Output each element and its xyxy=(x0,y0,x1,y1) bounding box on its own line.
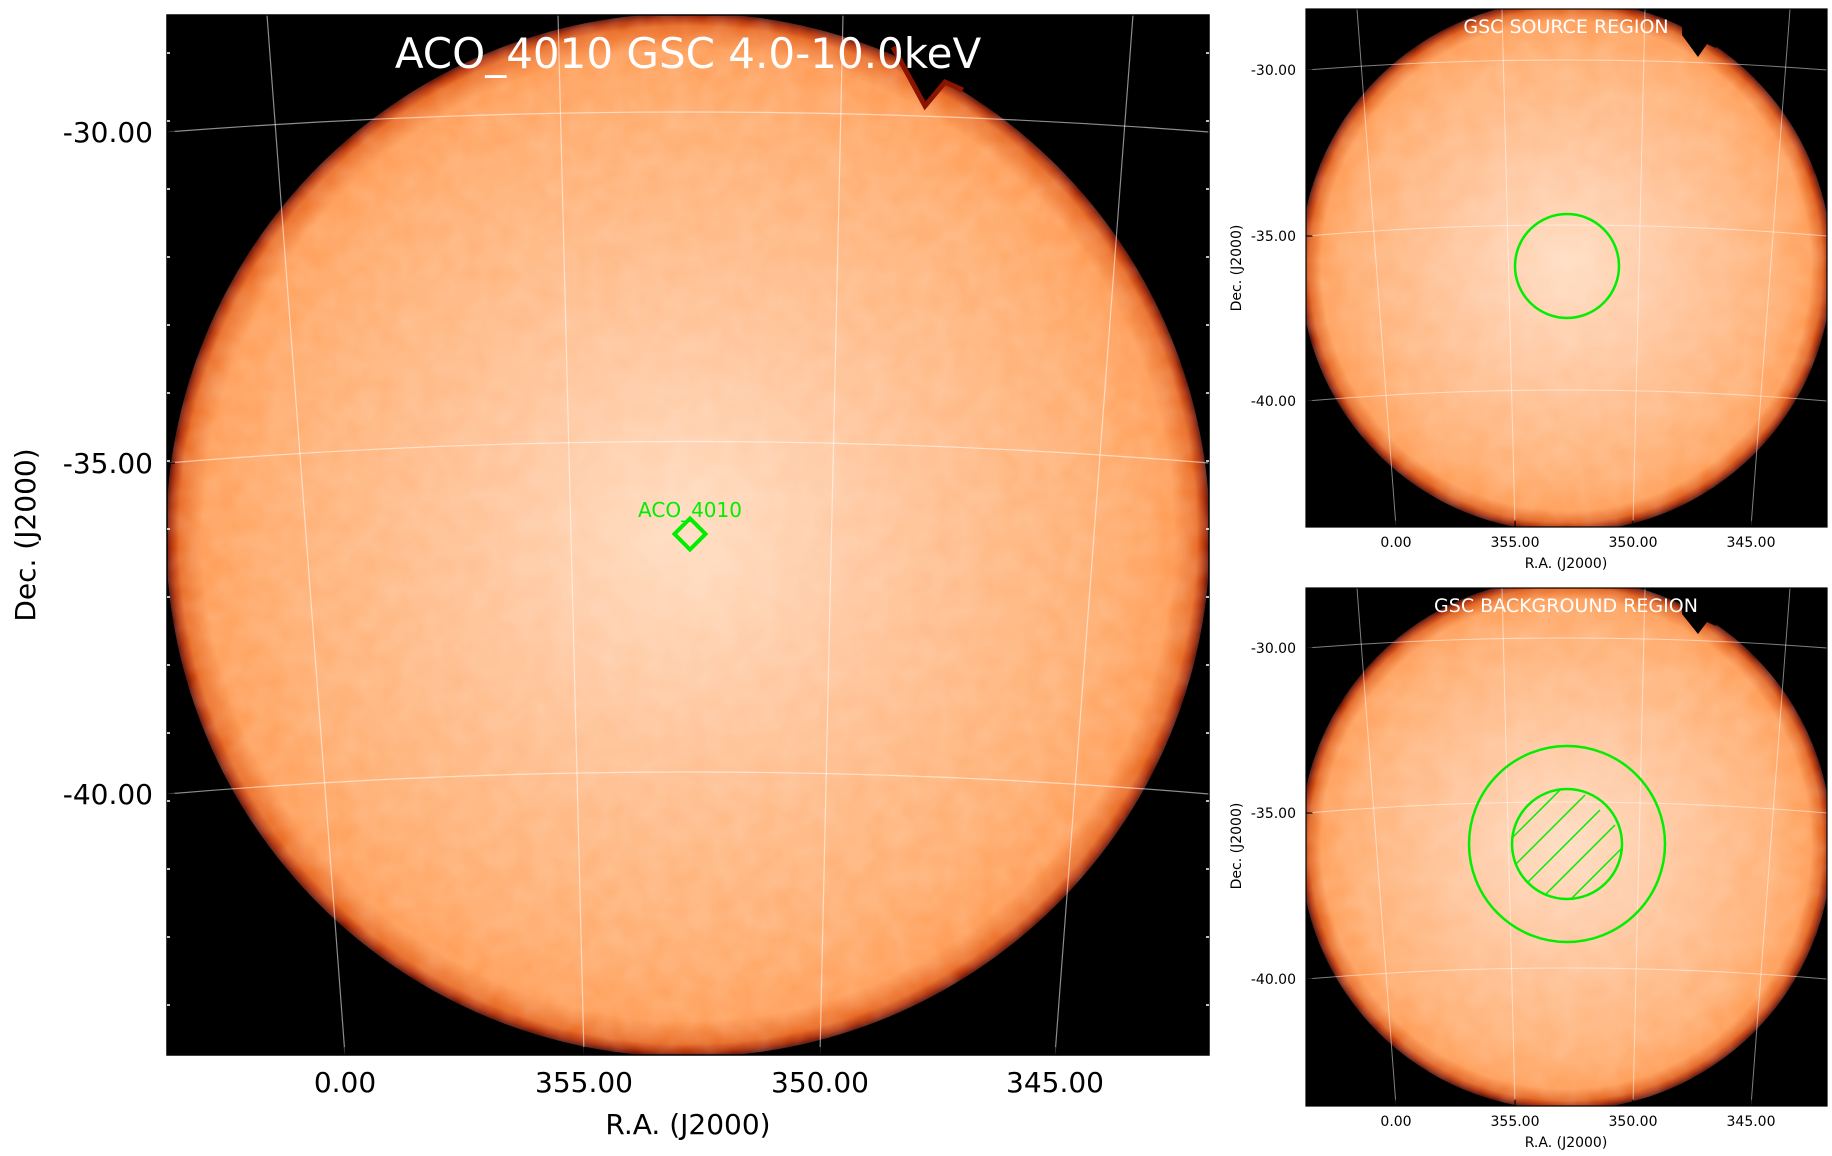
main-minor-ticks xyxy=(167,52,1209,1055)
y-tick-label: -40.00 xyxy=(1251,394,1296,410)
grid-ra-0 xyxy=(266,15,346,1055)
x-tick-label: 355.00 xyxy=(535,1066,633,1099)
main-y-tick-labels: -30.00 -35.00 -40.00 xyxy=(63,116,153,811)
source-panel-tick-marks xyxy=(1306,69,1752,527)
y-tick-label: -40.00 xyxy=(1251,972,1296,988)
grid-dec-30 xyxy=(167,111,1209,133)
source-panel-frame xyxy=(1305,8,1828,528)
background-panel-tick-marks xyxy=(1306,647,1752,1106)
source-panel-title: GSC SOURCE REGION xyxy=(1463,16,1668,38)
source-diamond-marker xyxy=(671,515,709,553)
background-panel-notch xyxy=(1682,588,1725,634)
y-tick-label: -35.00 xyxy=(1251,229,1296,245)
background-panel-y-axis-label: Dec. (J2000) xyxy=(1229,803,1245,890)
main-coordinate-grid xyxy=(167,15,1209,1055)
background-panel-x-tick-labels: 0.00 355.00 350.00 345.00 xyxy=(1380,1114,1775,1130)
main-notch-rim xyxy=(890,45,965,111)
background-panel-x-axis-label: R.A. (J2000) xyxy=(1525,1135,1608,1151)
x-tick-label: 0.00 xyxy=(314,1066,376,1099)
background-panel-noise xyxy=(1306,588,1827,1106)
excluded-region-hatch xyxy=(1512,789,1622,899)
x-tick-label: 0.00 xyxy=(1380,1114,1411,1130)
x-tick-label: 350.00 xyxy=(771,1066,869,1099)
x-tick-label: 355.00 xyxy=(1491,535,1540,551)
grid-ra-350 xyxy=(819,15,844,1055)
x-tick-label: 345.00 xyxy=(1006,1066,1104,1099)
main-title: ACO_4010 GSC 4.0-10.0keV xyxy=(395,29,982,78)
main-x-tick-labels: 0.00 355.00 350.00 345.00 xyxy=(314,1066,1104,1099)
background-region-panel: GSC BACKGROUND REGION -30.00 -35.00 -40.00… xyxy=(1229,587,1828,1151)
main-image-panel: ACO_4010 ACO_4010 GSC 4.0-10.0keV -30.00… xyxy=(9,14,1210,1141)
x-tick-label: 345.00 xyxy=(1727,535,1776,551)
x-tick-label: 355.00 xyxy=(1491,1114,1540,1130)
y-tick-label: -30.00 xyxy=(1251,641,1296,657)
grid-ra-345 xyxy=(1054,15,1134,1055)
source-panel-noise xyxy=(1306,9,1827,527)
y-tick-label: -35.00 xyxy=(63,447,153,480)
source-region-circle xyxy=(1513,212,1621,320)
background-panel-y-tick-labels: -30.00 -35.00 -40.00 xyxy=(1251,641,1296,988)
main-frame xyxy=(166,14,1210,1056)
x-tick-label: 350.00 xyxy=(1609,1114,1658,1130)
source-panel-x-axis-label: R.A. (J2000) xyxy=(1525,556,1608,572)
y-tick-label: -40.00 xyxy=(63,778,153,811)
source-panel-x-tick-labels: 0.00 355.00 350.00 345.00 xyxy=(1380,535,1775,551)
background-panel-grid xyxy=(1306,588,1827,1106)
background-inner-excluded-circle xyxy=(1510,787,1624,901)
x-tick-label: 350.00 xyxy=(1609,535,1658,551)
background-outer-circle xyxy=(1467,744,1667,944)
grid-dec-40 xyxy=(167,771,1209,795)
x-tick-label: 345.00 xyxy=(1727,1114,1776,1130)
grid-dec-35 xyxy=(167,440,1209,464)
background-panel-title: GSC BACKGROUND REGION xyxy=(1434,595,1698,617)
source-panel-y-axis-label: Dec. (J2000) xyxy=(1229,225,1245,312)
source-region-panel: GSC SOURCE REGION -30.00 -35.00 -40.00 0.0… xyxy=(1229,8,1828,572)
source-panel-grid xyxy=(1306,9,1827,527)
x-tick-label: 0.00 xyxy=(1380,535,1411,551)
y-tick-label: -35.00 xyxy=(1251,806,1296,822)
main-disk-noise xyxy=(167,15,1209,1055)
source-label: ACO_4010 xyxy=(638,498,742,522)
y-tick-label: -30.00 xyxy=(63,116,153,149)
source-panel-notch xyxy=(1682,9,1725,57)
source-panel-y-tick-labels: -30.00 -35.00 -40.00 xyxy=(1251,63,1296,410)
y-tick-label: -30.00 xyxy=(1251,63,1296,79)
main-disk-notch xyxy=(893,15,990,106)
main-x-axis-label: R.A. (J2000) xyxy=(605,1108,770,1141)
grid-ra-355 xyxy=(557,15,585,1055)
main-y-axis-label: Dec. (J2000) xyxy=(9,448,42,621)
background-panel-frame xyxy=(1305,587,1828,1107)
